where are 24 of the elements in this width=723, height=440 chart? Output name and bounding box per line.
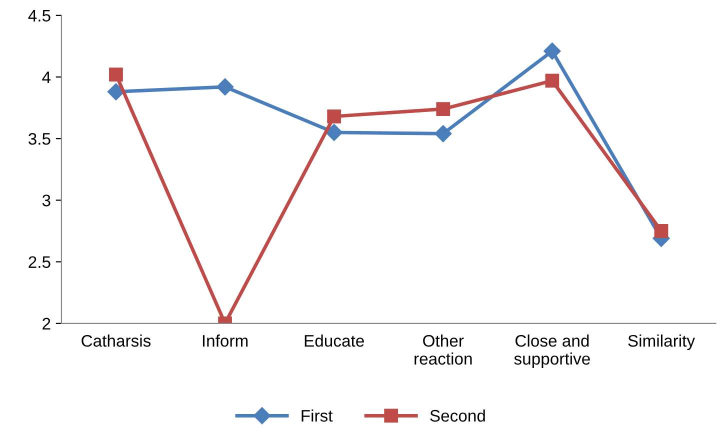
y-tick-label: 3: [42, 194, 50, 206]
point: [326, 124, 343, 141]
legend-label: Second: [430, 409, 485, 422]
x-tick-label: Inform: [202, 334, 248, 347]
point: [107, 83, 125, 100]
y-tick-label: 2.5: [28, 256, 50, 268]
x-tick-label: Other reaction: [414, 334, 472, 365]
point: [436, 102, 450, 116]
x-tick-label: Educate: [304, 334, 364, 347]
x-tick-label: Close and supportive: [514, 334, 590, 368]
point: [545, 74, 560, 88]
y-tick-label: 2: [42, 318, 50, 330]
y-tick-label: 4.5: [28, 10, 50, 22]
point: [544, 42, 561, 60]
point: [216, 78, 234, 96]
point: [654, 224, 668, 238]
x-tick-label: Similarity: [628, 334, 696, 350]
point: [434, 125, 452, 142]
y-tick-label: 3.5: [28, 133, 50, 145]
x-tick-label: Catharsis: [82, 334, 151, 347]
point: [109, 68, 123, 82]
point: [327, 109, 342, 124]
legend-label: First: [302, 409, 333, 422]
y-tick-label: 4: [42, 72, 51, 84]
